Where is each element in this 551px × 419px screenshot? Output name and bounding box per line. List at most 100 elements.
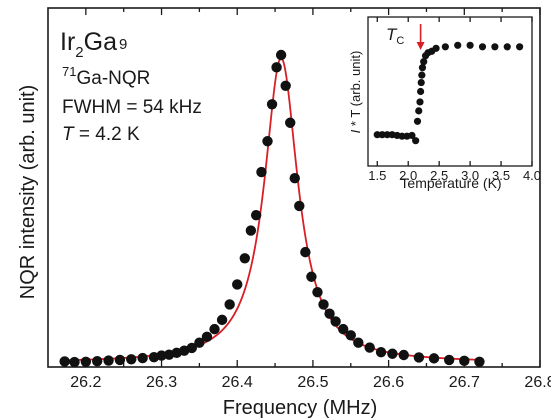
inset-data-point [415,107,423,115]
nqr-data-point [275,49,287,61]
nqr-data-point [289,173,300,184]
inset-data-point [491,43,499,51]
x-tick-label: 26.3 [146,374,177,391]
inset-x-tick-label: 1.5 [368,168,386,183]
nqr-data-point [345,330,356,341]
nqr-data-point [375,347,387,358]
nqr-data-point [245,225,257,236]
nqr-data-point [232,279,243,290]
tc-arrow-head [416,42,425,50]
temperature-label: T = 4.2 K [62,124,140,145]
y-axis-label: NQR intensity (arb. unit) [17,85,39,300]
nqr-data-point [271,62,282,73]
nqr-data-point [80,356,92,367]
nqr-data-point [216,314,228,326]
nqr-data-point [59,356,70,367]
inset-x-axis: 1.5 2.0 2.5 3.0 3.5 4.0 [368,17,541,183]
nqr-data-point [92,355,103,367]
inset-x-tick-label: 3.0 [461,168,479,183]
nqr-data-point [324,308,335,319]
nqr-data-point [103,355,114,366]
x-tick-label: 26.4 [222,374,253,391]
nqr-data-point [194,337,205,348]
nqr-data-point [239,253,250,264]
nqr-data-point [266,99,278,110]
inset-x-axis-label: Temperature (K) [400,175,501,191]
x-tick-label: 26.8 [524,374,551,391]
nqr-data-point [186,342,198,354]
nqr-data-point [256,166,267,178]
nqr-data-point [428,353,440,364]
nqr-data-point [300,246,311,258]
nqr-data-point [201,331,213,343]
inset-data-point [466,41,474,49]
inset-data-point [441,43,449,51]
inset-data-points [373,41,524,145]
inset-x-tick-label: 2.5 [430,168,448,183]
nqr-data-point [294,200,305,212]
inset-data-point [417,87,425,96]
nqr-data-point [387,348,398,359]
x-tick-label: 26.6 [373,374,404,391]
inset-frame [367,16,533,167]
nqr-data-point [413,352,425,363]
nqr-data-point [137,352,148,364]
inset-data-point [413,117,422,125]
nqr-data-point [69,356,80,368]
inset-data-point [416,98,424,106]
main-plot: 26.2 26.3 26.4 26.5 26.6 26.7 26.8 Frequency (… [17,7,551,419]
nqr-data-point [126,354,137,365]
x-tick-label: 26.7 [449,374,480,391]
nqr-data-point [338,323,349,335]
inset-data-point [503,43,511,51]
inset-data-point [516,43,524,51]
inset-data-point [418,64,427,72]
main-x-axis: 26.2 26.3 26.4 26.5 26.6 26.7 26.8 [70,8,551,391]
nqr-data-point [353,337,364,348]
nqr-data-point [285,117,296,128]
fwhm-label: FWHM = 54 kHz [62,97,202,118]
main-plot-frame [47,7,541,368]
nqr-data-point [398,349,409,361]
inset-x-tick-label: 3.5 [492,168,510,183]
nqr-data-point [209,323,220,335]
inset-data-point [420,58,428,66]
x-axis-label: Frequency (MHz) [223,397,377,419]
main-data-points [59,49,485,368]
inset-data-point [383,131,391,139]
nqr-data-point [280,80,291,92]
tc-arrow [416,24,425,50]
tc-label: TC [386,25,404,47]
nqr-data-point [156,350,167,361]
nucleus-label: 71Ga-NQR [62,64,150,89]
inset-data-point [408,131,416,140]
inset-data-point [373,131,381,139]
inset-data-point [454,41,462,49]
nqr-data-point [262,136,273,147]
inset-data-point [417,78,425,87]
nqr-data-point [443,354,455,366]
nqr-data-point [312,286,323,298]
inset-background [368,17,532,166]
nqr-data-point [224,299,235,310]
inset-data-point [412,137,420,145]
compound-label: Ir2Ga 9 [60,28,127,61]
inset-x-tick-label: 2.0 [399,168,417,183]
inset-data-point [478,43,487,51]
inset-data-point [418,71,426,79]
inset-data-point [432,44,440,52]
inset-chart: 1.5 2.0 2.5 3.0 3.5 4.0 Temperature (K) I * T… [348,16,541,191]
nqr-data-point [330,316,341,327]
nqr-data-point [114,354,126,366]
inset-data-point [398,132,406,140]
inset-data-point [378,131,386,139]
nqr-data-point [306,271,317,282]
x-tick-label: 26.5 [297,374,328,391]
inset-x-tick-label: 4.0 [523,168,541,183]
x-tick-label: 26.2 [70,374,101,391]
nqr-data-point [459,355,470,367]
nqr-data-point [250,209,262,221]
nqr-data-point [474,356,485,367]
nqr-data-point [364,342,375,353]
